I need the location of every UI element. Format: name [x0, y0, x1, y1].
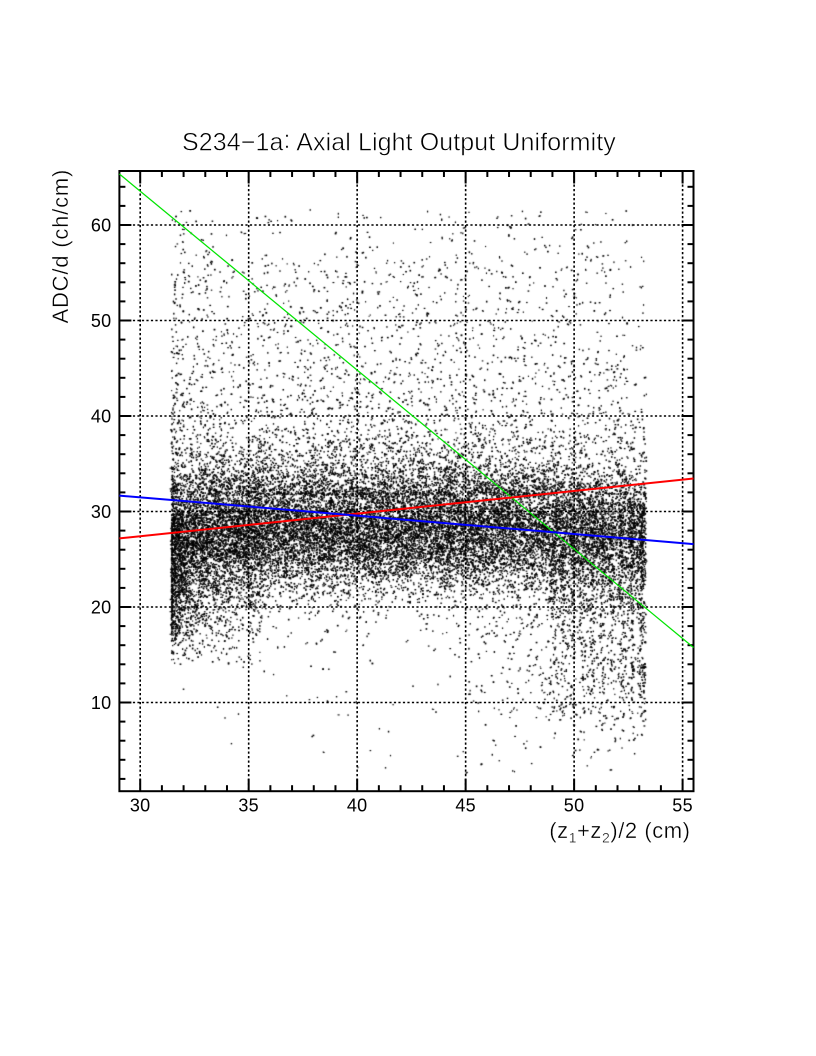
- svg-text:ADC/d (ch/cm): ADC/d (ch/cm): [48, 169, 73, 324]
- svg-text:50: 50: [91, 311, 112, 331]
- svg-text:30: 30: [91, 502, 112, 522]
- svg-text:30: 30: [130, 795, 151, 815]
- svg-text:40: 40: [347, 795, 368, 815]
- svg-text:55: 55: [672, 795, 693, 815]
- svg-text:45: 45: [455, 795, 476, 815]
- svg-text:60: 60: [91, 216, 112, 236]
- svg-text:S234−1a: Axial Light Output Un: S234−1a: Axial Light Output Uniformity: [182, 126, 616, 157]
- svg-text:50: 50: [564, 795, 585, 815]
- svg-text:35: 35: [238, 795, 259, 815]
- svg-text:(z1+z2)/2 (cm): (z1+z2)/2 (cm): [549, 818, 690, 846]
- svg-text:40: 40: [91, 407, 112, 427]
- svg-text:20: 20: [91, 598, 112, 618]
- svg-text:10: 10: [91, 693, 112, 713]
